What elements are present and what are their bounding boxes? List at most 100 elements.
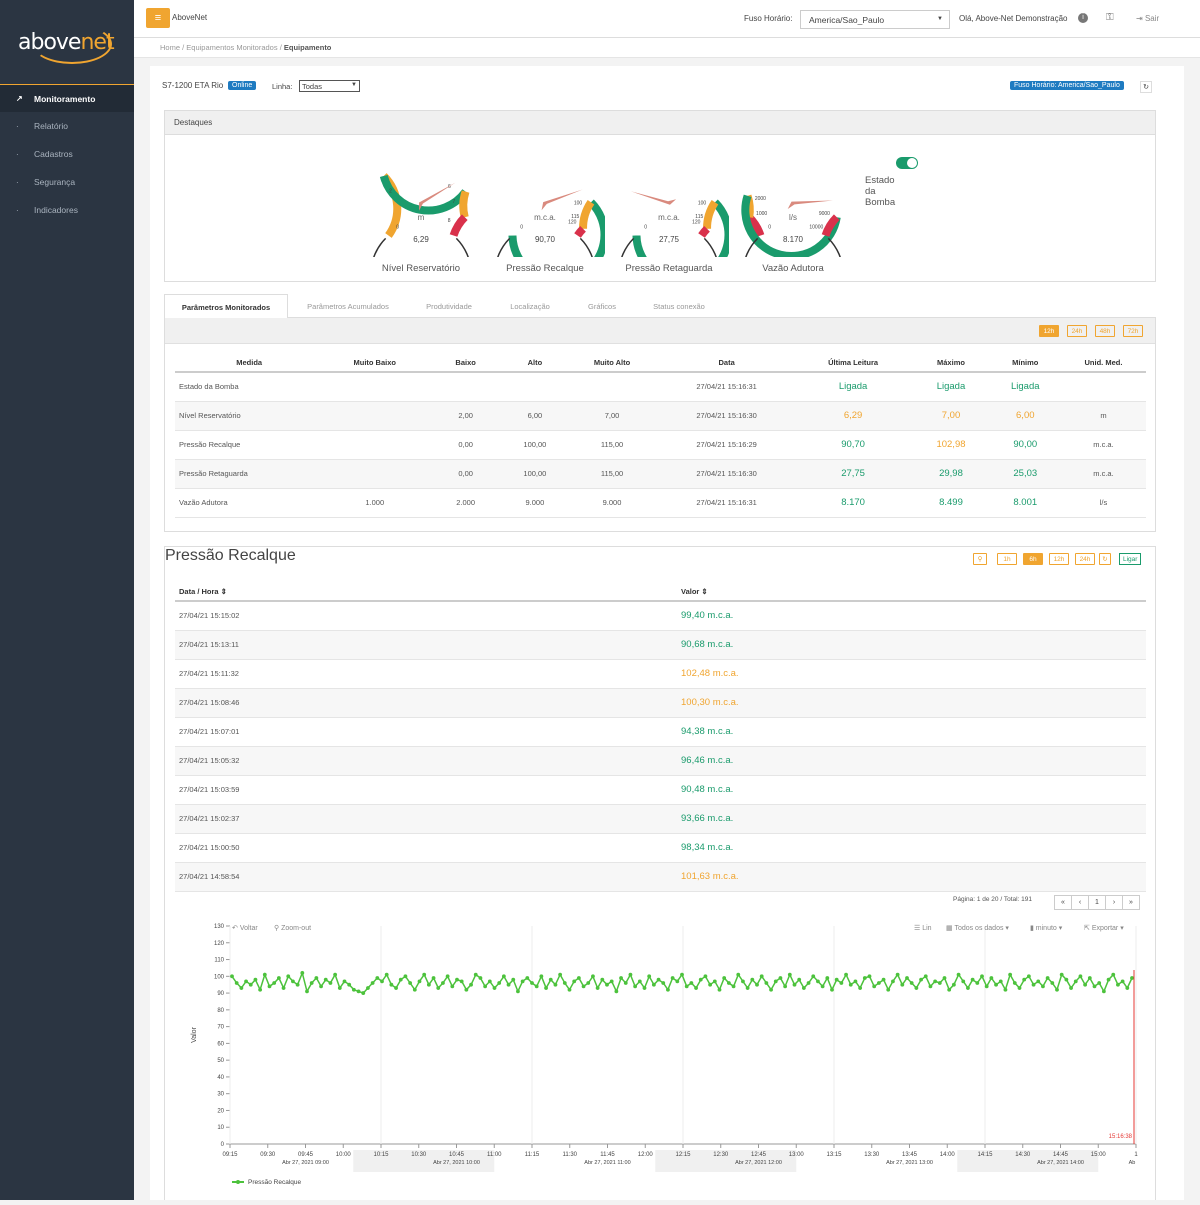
data-point[interactable]: [291, 979, 295, 984]
unit-select[interactable]: ▮ minuto ▾: [1030, 925, 1063, 932]
history-range-24h[interactable]: 24h: [1075, 553, 1095, 565]
data-point[interactable]: [258, 987, 263, 992]
data-point[interactable]: [473, 972, 478, 977]
data-point[interactable]: [712, 979, 717, 984]
data-point[interactable]: [337, 986, 342, 990]
data-point[interactable]: [895, 972, 900, 977]
data-point[interactable]: [478, 976, 483, 980]
data-point[interactable]: [422, 972, 427, 977]
data-point[interactable]: [647, 974, 652, 979]
data-point[interactable]: [745, 986, 750, 990]
data-point[interactable]: [605, 982, 609, 987]
page-button[interactable]: »: [1122, 895, 1140, 910]
data-point[interactable]: [872, 984, 877, 989]
data-point[interactable]: [820, 984, 825, 989]
data-point[interactable]: [366, 986, 370, 990]
data-point[interactable]: [1111, 972, 1116, 977]
data-point[interactable]: [333, 972, 338, 977]
pump-toggle[interactable]: [896, 157, 918, 169]
data-point[interactable]: [455, 977, 459, 982]
data-point[interactable]: [675, 979, 680, 984]
data-point[interactable]: [1041, 984, 1045, 989]
data-point[interactable]: [975, 981, 980, 985]
data-point[interactable]: [530, 981, 534, 985]
data-point[interactable]: [609, 979, 614, 984]
data-point[interactable]: [1031, 982, 1036, 987]
data-point[interactable]: [581, 984, 586, 989]
data-point[interactable]: [844, 972, 848, 977]
data-point[interactable]: [633, 984, 638, 989]
ligar-button[interactable]: Ligar: [1119, 553, 1142, 565]
tab-1[interactable]: Parâmetros Acumulados: [307, 302, 389, 311]
data-point[interactable]: [305, 989, 309, 994]
data-point[interactable]: [825, 976, 830, 980]
data-point[interactable]: [1045, 976, 1050, 980]
data-point[interactable]: [966, 986, 970, 990]
data-point[interactable]: [262, 972, 267, 977]
column-header[interactable]: Muito Baixo: [323, 354, 427, 373]
refresh-button[interactable]: ↻: [1140, 81, 1152, 93]
data-point[interactable]: [520, 979, 525, 984]
data-point[interactable]: [661, 981, 666, 985]
data-point[interactable]: [356, 989, 361, 994]
linha-select[interactable]: Todas ▼: [299, 80, 360, 92]
data-point[interactable]: [651, 982, 656, 987]
range-button-48h[interactable]: 48h: [1095, 325, 1115, 337]
column-header[interactable]: Baixo: [426, 354, 506, 373]
brand-logo[interactable]: abovenet: [14, 20, 124, 64]
page-button[interactable]: ‹: [1071, 895, 1089, 910]
column-header[interactable]: Máximo: [912, 354, 990, 373]
data-point[interactable]: [881, 977, 886, 982]
data-point[interactable]: [553, 982, 558, 987]
data-point[interactable]: [961, 979, 966, 984]
data-point[interactable]: [773, 979, 778, 984]
data-point[interactable]: [497, 981, 502, 985]
data-point[interactable]: [1073, 979, 1078, 984]
data-point[interactable]: [886, 987, 891, 992]
data-point[interactable]: [792, 982, 797, 987]
data-point[interactable]: [586, 981, 591, 985]
data-point[interactable]: [853, 979, 858, 984]
timezone-select[interactable]: America/Sao_Paulo ▼: [800, 10, 950, 29]
data-point[interactable]: [234, 981, 239, 985]
refresh-button[interactable]: ↻: [1099, 553, 1111, 565]
data-point[interactable]: [980, 974, 984, 979]
data-point[interactable]: [811, 974, 816, 979]
data-point[interactable]: [253, 977, 258, 982]
data-point[interactable]: [741, 979, 745, 984]
data-point[interactable]: [441, 981, 445, 985]
data-point[interactable]: [694, 986, 698, 990]
data-point[interactable]: [267, 984, 272, 989]
data-point[interactable]: [801, 986, 806, 990]
data-point[interactable]: [436, 986, 441, 990]
data-point[interactable]: [984, 984, 989, 989]
data-point[interactable]: [548, 977, 553, 982]
sidebar-item-relatorio[interactable]: · Relatório: [0, 112, 134, 140]
data-point[interactable]: [623, 981, 628, 985]
data-point[interactable]: [956, 972, 961, 977]
tab-0[interactable]: Parâmetros Monitorados: [164, 294, 288, 319]
tab-5[interactable]: Status conexão: [653, 302, 705, 311]
data-point[interactable]: [600, 977, 605, 982]
data-point[interactable]: [858, 986, 863, 990]
data-point[interactable]: [1101, 989, 1106, 994]
data-point[interactable]: [736, 972, 741, 977]
data-point[interactable]: [1026, 974, 1031, 979]
data-point[interactable]: [1003, 987, 1008, 992]
data-point[interactable]: [525, 976, 530, 980]
data-point[interactable]: [797, 977, 802, 982]
sidebar-item-cadastros[interactable]: · Cadastros: [0, 140, 134, 168]
data-point[interactable]: [769, 987, 773, 992]
data-point[interactable]: [469, 982, 473, 987]
data-point[interactable]: [244, 979, 248, 984]
data-point[interactable]: [1022, 977, 1027, 982]
data-point[interactable]: [919, 977, 923, 982]
scale-toggle[interactable]: ☰ Lin: [914, 925, 932, 932]
data-point[interactable]: [239, 986, 244, 990]
data-point[interactable]: [398, 977, 403, 982]
data-point[interactable]: [1069, 986, 1073, 990]
data-point[interactable]: [642, 986, 647, 990]
data-point[interactable]: [431, 976, 436, 980]
data-point[interactable]: [670, 976, 675, 980]
data-point[interactable]: [951, 982, 956, 987]
